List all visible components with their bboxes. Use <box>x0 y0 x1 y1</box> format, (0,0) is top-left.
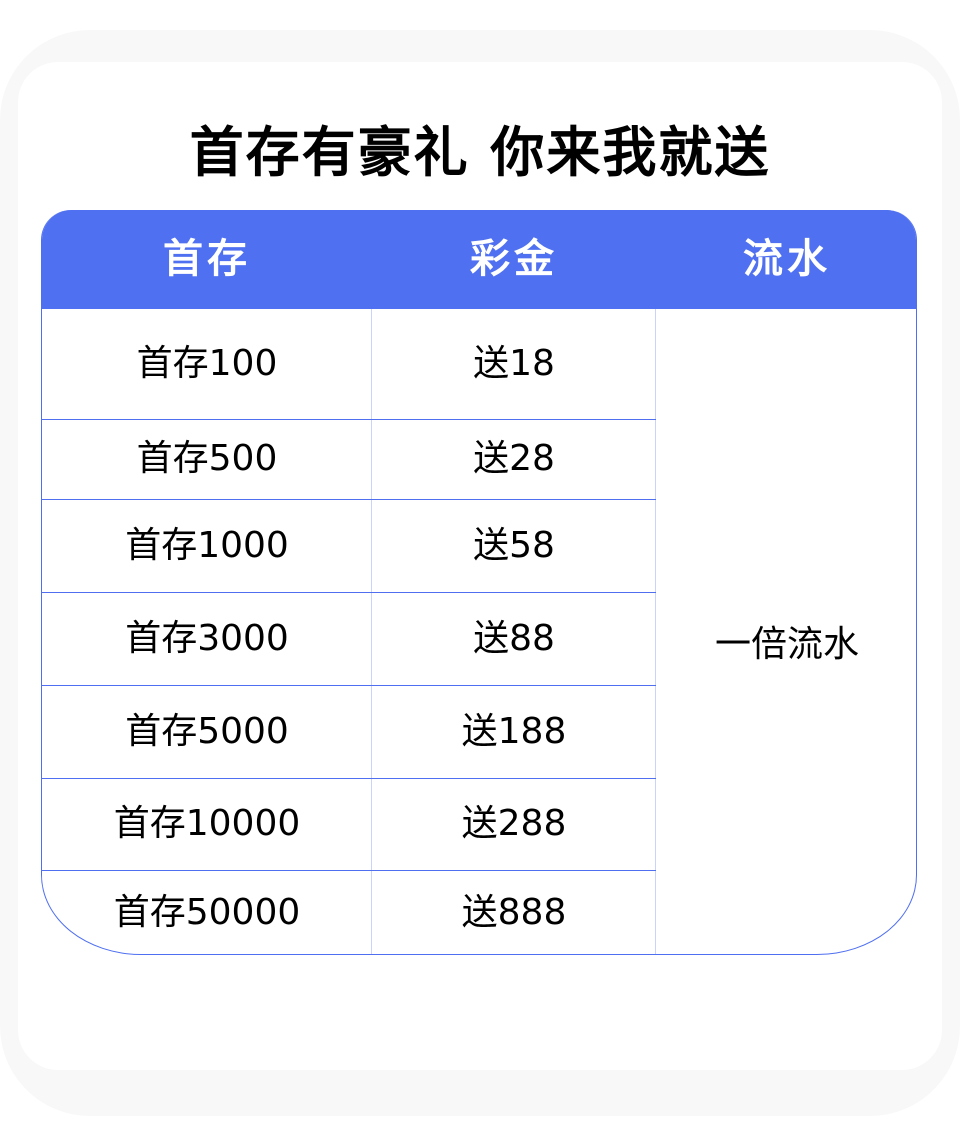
row-divider <box>42 685 656 686</box>
bonus-cell: 送888 <box>461 892 567 933</box>
row-divider <box>42 870 656 871</box>
deposit-cell: 首存5000 <box>125 711 289 752</box>
bonus-cell: 送188 <box>461 711 567 752</box>
column-divider <box>655 309 656 954</box>
deposit-cell: 首存500 <box>136 438 278 479</box>
row-divider <box>42 499 656 500</box>
bonus-cell: 送28 <box>473 438 555 479</box>
deposit-cell: 首存50000 <box>113 892 301 933</box>
table-header: 首存 彩金 流水 <box>42 210 916 309</box>
row-divider <box>42 419 656 420</box>
bonus-table: 首存 彩金 流水 首存100 送18 首存500 送28 首存1000 送58 首存3000… <box>41 210 917 955</box>
turnover-cell: 一倍流水 <box>714 624 859 665</box>
header-deposit: 首存 <box>163 236 251 282</box>
row-divider <box>42 592 656 593</box>
deposit-cell: 首存10000 <box>113 803 301 844</box>
bonus-cell: 送18 <box>473 343 555 384</box>
bonus-cell: 送58 <box>473 525 555 566</box>
bonus-cell: 送288 <box>461 803 567 844</box>
bonus-cell: 送88 <box>473 618 555 659</box>
header-bonus: 彩金 <box>470 236 558 282</box>
page-title: 首存有豪礼 你来我就送 <box>189 121 771 184</box>
row-divider <box>42 778 656 779</box>
deposit-cell: 首存100 <box>136 343 278 384</box>
header-turnover: 流水 <box>743 236 831 282</box>
column-divider <box>371 309 372 954</box>
deposit-cell: 首存1000 <box>125 525 289 566</box>
deposit-cell: 首存3000 <box>125 618 289 659</box>
